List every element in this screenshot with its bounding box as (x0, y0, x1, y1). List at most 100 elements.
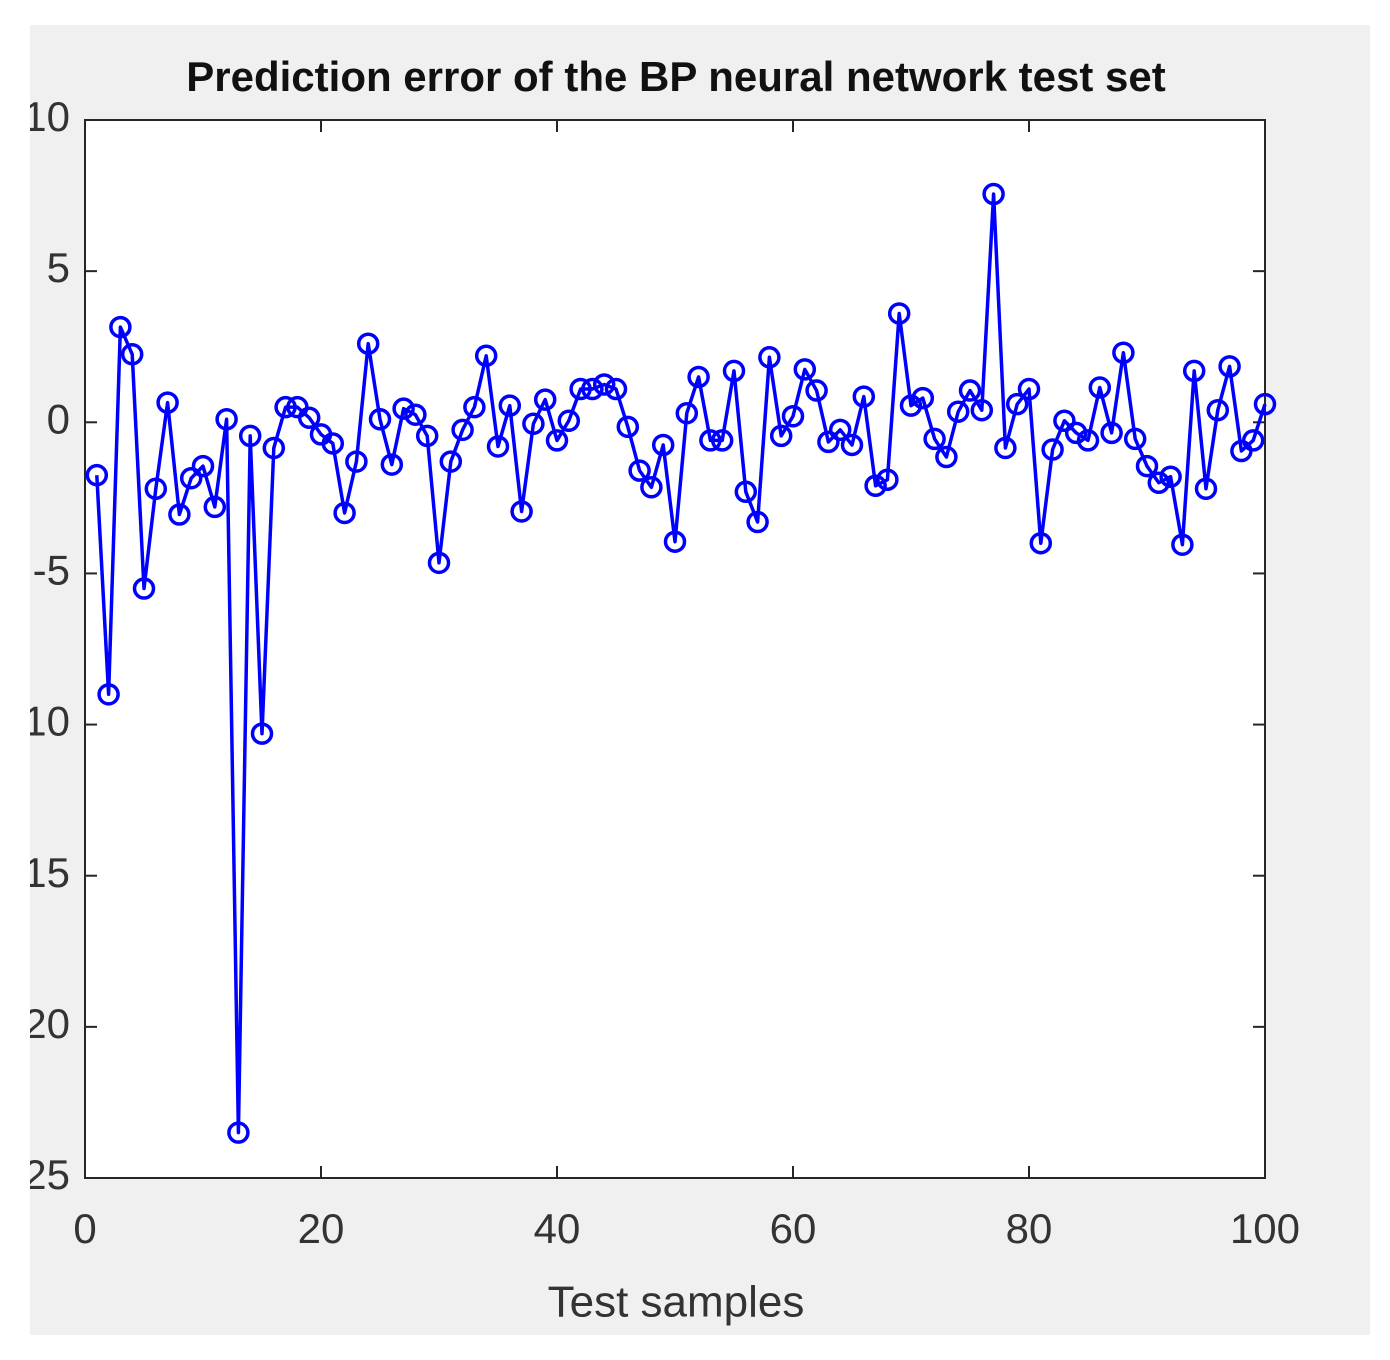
marker (840, 433, 864, 457)
marker (1017, 377, 1041, 401)
marker (179, 466, 203, 490)
chart-title: Prediction error of the BP neural networ… (186, 53, 1165, 100)
marker (427, 551, 451, 575)
marker (923, 427, 946, 451)
marker (828, 418, 852, 442)
marker (781, 404, 805, 428)
marker (1253, 392, 1277, 416)
marker (250, 722, 274, 745)
y-tick-label: 0 (47, 395, 70, 442)
marker (368, 408, 392, 431)
marker (557, 409, 581, 433)
marker (758, 346, 781, 369)
marker (746, 510, 769, 534)
marker (274, 395, 297, 419)
x-tick-label: 60 (770, 1205, 817, 1252)
marker (1194, 477, 1218, 501)
marker (380, 453, 404, 476)
marker (911, 386, 935, 410)
marker (144, 477, 168, 501)
marker (156, 391, 179, 414)
x-tick-label: 0 (73, 1205, 96, 1252)
marker (651, 433, 675, 457)
marker (1053, 409, 1076, 433)
marker (817, 430, 840, 454)
marker (392, 397, 415, 420)
marker (168, 503, 191, 526)
marker (722, 359, 746, 383)
marker (958, 379, 982, 402)
marker (946, 400, 970, 423)
marker (439, 450, 463, 473)
marker (451, 418, 474, 442)
marker (581, 377, 604, 401)
marker (85, 463, 109, 487)
x-tick-label: 20 (298, 1205, 345, 1252)
marker (522, 412, 545, 436)
marker (1041, 438, 1064, 461)
marker (1182, 359, 1206, 383)
marker (191, 454, 215, 478)
marker (616, 415, 640, 439)
marker (120, 343, 144, 366)
marker (663, 530, 687, 553)
marker (262, 436, 286, 460)
plot-area (85, 120, 1265, 1178)
marker (864, 474, 887, 498)
marker (1171, 533, 1194, 556)
marker (297, 406, 321, 430)
marker (569, 377, 592, 401)
marker (1218, 355, 1241, 378)
y-tick-label: -5 (33, 547, 70, 594)
marker (982, 182, 1005, 206)
marker (675, 401, 699, 425)
x-tick-label: 100 (1230, 1205, 1300, 1252)
marker (510, 500, 533, 523)
marker (474, 344, 498, 368)
marker (545, 429, 569, 452)
marker (486, 435, 510, 458)
marker (109, 315, 132, 339)
marker (970, 398, 994, 422)
marker (1076, 429, 1100, 452)
marker (132, 577, 156, 600)
marker (1135, 454, 1159, 478)
marker (769, 424, 793, 448)
marker (935, 445, 958, 469)
marker (876, 468, 899, 491)
marker (793, 358, 817, 381)
marker (1123, 427, 1147, 451)
marker (463, 395, 486, 419)
marker (415, 424, 439, 448)
marker (852, 385, 876, 408)
x-axis-label: Test samples (548, 1278, 805, 1327)
marker (321, 432, 345, 455)
marker (203, 495, 227, 519)
marker (533, 388, 557, 411)
marker (1029, 531, 1053, 555)
marker (592, 373, 616, 396)
marker (1112, 341, 1135, 365)
marker (710, 429, 734, 452)
x-tick-label: 80 (1006, 1205, 1053, 1252)
marker (640, 476, 663, 499)
marker (604, 377, 628, 401)
marker (1005, 392, 1029, 416)
marker (699, 429, 722, 452)
y-tick-label: 10 (23, 93, 70, 140)
marker (734, 480, 758, 504)
marker (333, 501, 356, 525)
marker (215, 408, 238, 431)
x-tick-label: 40 (534, 1205, 581, 1252)
marker (498, 394, 522, 417)
marker (1100, 421, 1123, 445)
marker (805, 379, 828, 402)
marker (687, 365, 710, 389)
marker (628, 459, 651, 482)
crop-mask (0, 0, 30, 1360)
marker (1088, 376, 1112, 399)
marker (1159, 465, 1182, 488)
marker (238, 424, 262, 448)
